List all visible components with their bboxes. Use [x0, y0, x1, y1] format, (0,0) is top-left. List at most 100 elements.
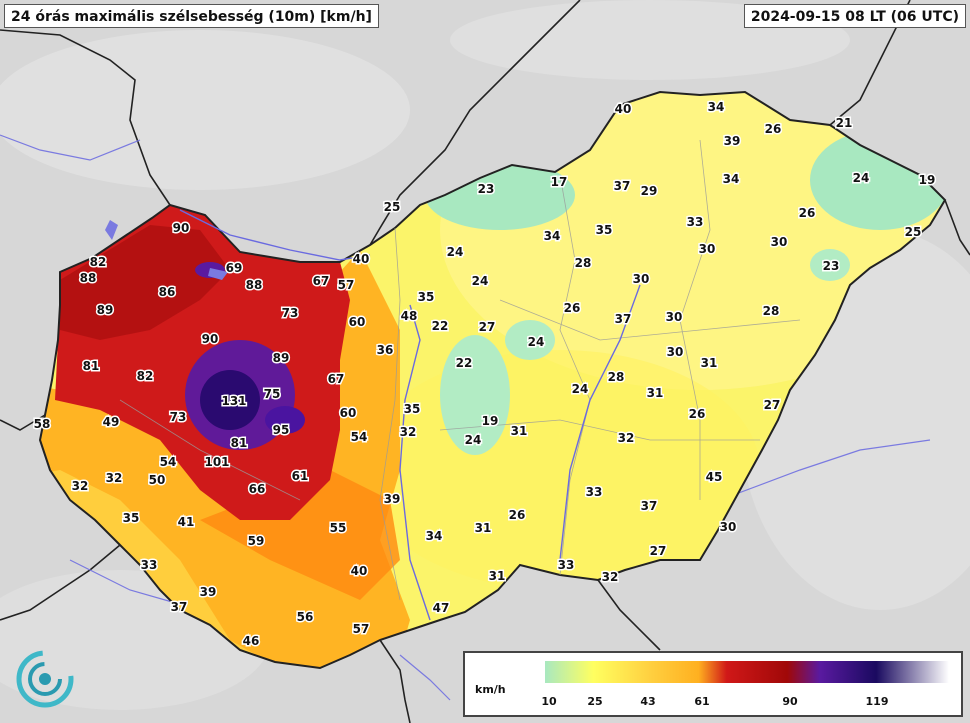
station-value: 35 — [418, 290, 435, 304]
station-value: 32 — [618, 431, 635, 445]
station-value: 33 — [687, 215, 704, 229]
legend-tick: 61 — [694, 695, 710, 708]
station-value: 66 — [249, 482, 266, 496]
station-value: 23 — [478, 182, 495, 196]
station-value: 27 — [650, 544, 667, 558]
logo-icon — [14, 648, 76, 710]
lakes — [105, 220, 228, 280]
station-value: 17 — [551, 175, 568, 189]
station-value: 30 — [667, 345, 684, 359]
legend-unit: km/h — [475, 683, 506, 696]
station-value: 37 — [171, 600, 188, 614]
station-value: 32 — [106, 471, 123, 485]
station-value: 54 — [160, 455, 177, 469]
station-value: 101 — [204, 455, 229, 469]
legend: km/h 10 25 43 61 90 119 — [463, 651, 963, 717]
station-value: 89 — [273, 351, 290, 365]
station-value: 40 — [353, 252, 370, 266]
station-value: 69 — [226, 261, 243, 275]
legend-tick: 119 — [865, 695, 889, 708]
station-value: 26 — [509, 508, 526, 522]
station-value: 24 — [472, 274, 489, 288]
station-value: 88 — [246, 278, 263, 292]
station-value: 31 — [511, 424, 528, 438]
station-value: 28 — [575, 256, 592, 270]
station-value: 19 — [482, 414, 499, 428]
station-value: 50 — [149, 473, 166, 487]
station-value: 34 — [426, 529, 443, 543]
station-value: 40 — [615, 102, 632, 116]
station-value: 26 — [689, 407, 706, 421]
station-value: 37 — [641, 499, 658, 513]
station-value: 90 — [202, 332, 219, 346]
station-value: 54 — [351, 430, 368, 444]
station-value: 33 — [141, 558, 158, 572]
station-value: 33 — [586, 485, 603, 499]
station-value: 55 — [330, 521, 347, 535]
station-value: 32 — [400, 425, 417, 439]
station-value: 81 — [83, 359, 100, 373]
station-value: 33 — [558, 558, 575, 572]
station-value: 86 — [159, 285, 176, 299]
station-value: 34 — [544, 229, 561, 243]
station-value: 32 — [72, 479, 89, 493]
station-value: 73 — [170, 410, 187, 424]
station-value: 25 — [905, 225, 922, 239]
station-value: 26 — [564, 301, 581, 315]
station-value: 59 — [248, 534, 265, 548]
station-value: 34 — [723, 172, 740, 186]
station-value: 57 — [353, 622, 370, 636]
legend-colorbar — [545, 661, 949, 683]
station-value: 24 — [447, 245, 464, 259]
station-value: 95 — [273, 423, 290, 437]
station-value: 31 — [701, 356, 718, 370]
station-value: 21 — [836, 116, 853, 130]
station-value: 39 — [200, 585, 217, 599]
station-value: 29 — [641, 184, 658, 198]
station-value: 40 — [351, 564, 368, 578]
station-value: 30 — [666, 310, 683, 324]
station-value: 27 — [764, 398, 781, 412]
station-value: 67 — [313, 274, 330, 288]
map-timestamp: 2024-09-15 08 LT (06 UTC) — [743, 4, 966, 28]
station-value: 27 — [479, 320, 496, 334]
county-lines — [119, 139, 801, 601]
station-value: 41 — [178, 515, 195, 529]
station-value: 30 — [771, 235, 788, 249]
legend-tick: 43 — [640, 695, 656, 708]
station-value: 34 — [708, 100, 725, 114]
station-value: 60 — [349, 315, 366, 329]
station-value: 25 — [384, 200, 401, 214]
station-value: 56 — [297, 610, 314, 624]
station-value: 48 — [401, 309, 418, 323]
station-value: 22 — [456, 356, 473, 370]
station-value: 26 — [765, 122, 782, 136]
station-value: 24 — [853, 171, 870, 185]
station-value: 19 — [919, 173, 936, 187]
station-value: 39 — [384, 492, 401, 506]
station-value: 90 — [173, 221, 190, 235]
station-value: 82 — [90, 255, 107, 269]
station-value: 49 — [103, 415, 120, 429]
station-value: 39 — [724, 134, 741, 148]
station-value: 30 — [720, 520, 737, 534]
station-value: 28 — [608, 370, 625, 384]
station-value: 73 — [282, 306, 299, 320]
station-value: 24 — [465, 433, 482, 447]
legend-tick: 90 — [782, 695, 798, 708]
station-value: 81 — [231, 436, 248, 450]
station-value: 32 — [602, 570, 619, 584]
station-value: 75 — [264, 387, 281, 401]
station-value: 61 — [292, 469, 309, 483]
station-value: 35 — [123, 511, 140, 525]
station-value: 24 — [572, 382, 589, 396]
hungary-border — [38, 90, 947, 670]
station-value: 23 — [823, 259, 840, 273]
station-value: 24 — [528, 335, 545, 349]
station-value: 22 — [432, 319, 449, 333]
station-value: 26 — [799, 206, 816, 220]
station-value: 58 — [34, 417, 51, 431]
station-value: 46 — [243, 634, 260, 648]
